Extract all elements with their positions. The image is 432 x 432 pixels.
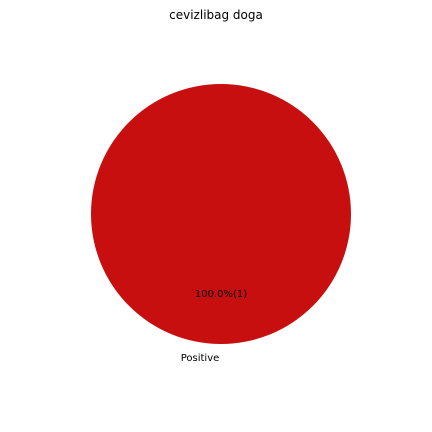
slice-percent-label: 100.0%(1) xyxy=(195,289,247,300)
pie-labels: Positive 100.0%(1) xyxy=(181,289,248,364)
slice-category-label: Positive xyxy=(181,353,220,364)
pie-slice-positive xyxy=(91,84,351,344)
chart-title: cevizlibag doga xyxy=(169,8,263,22)
pie-slices xyxy=(91,84,351,344)
